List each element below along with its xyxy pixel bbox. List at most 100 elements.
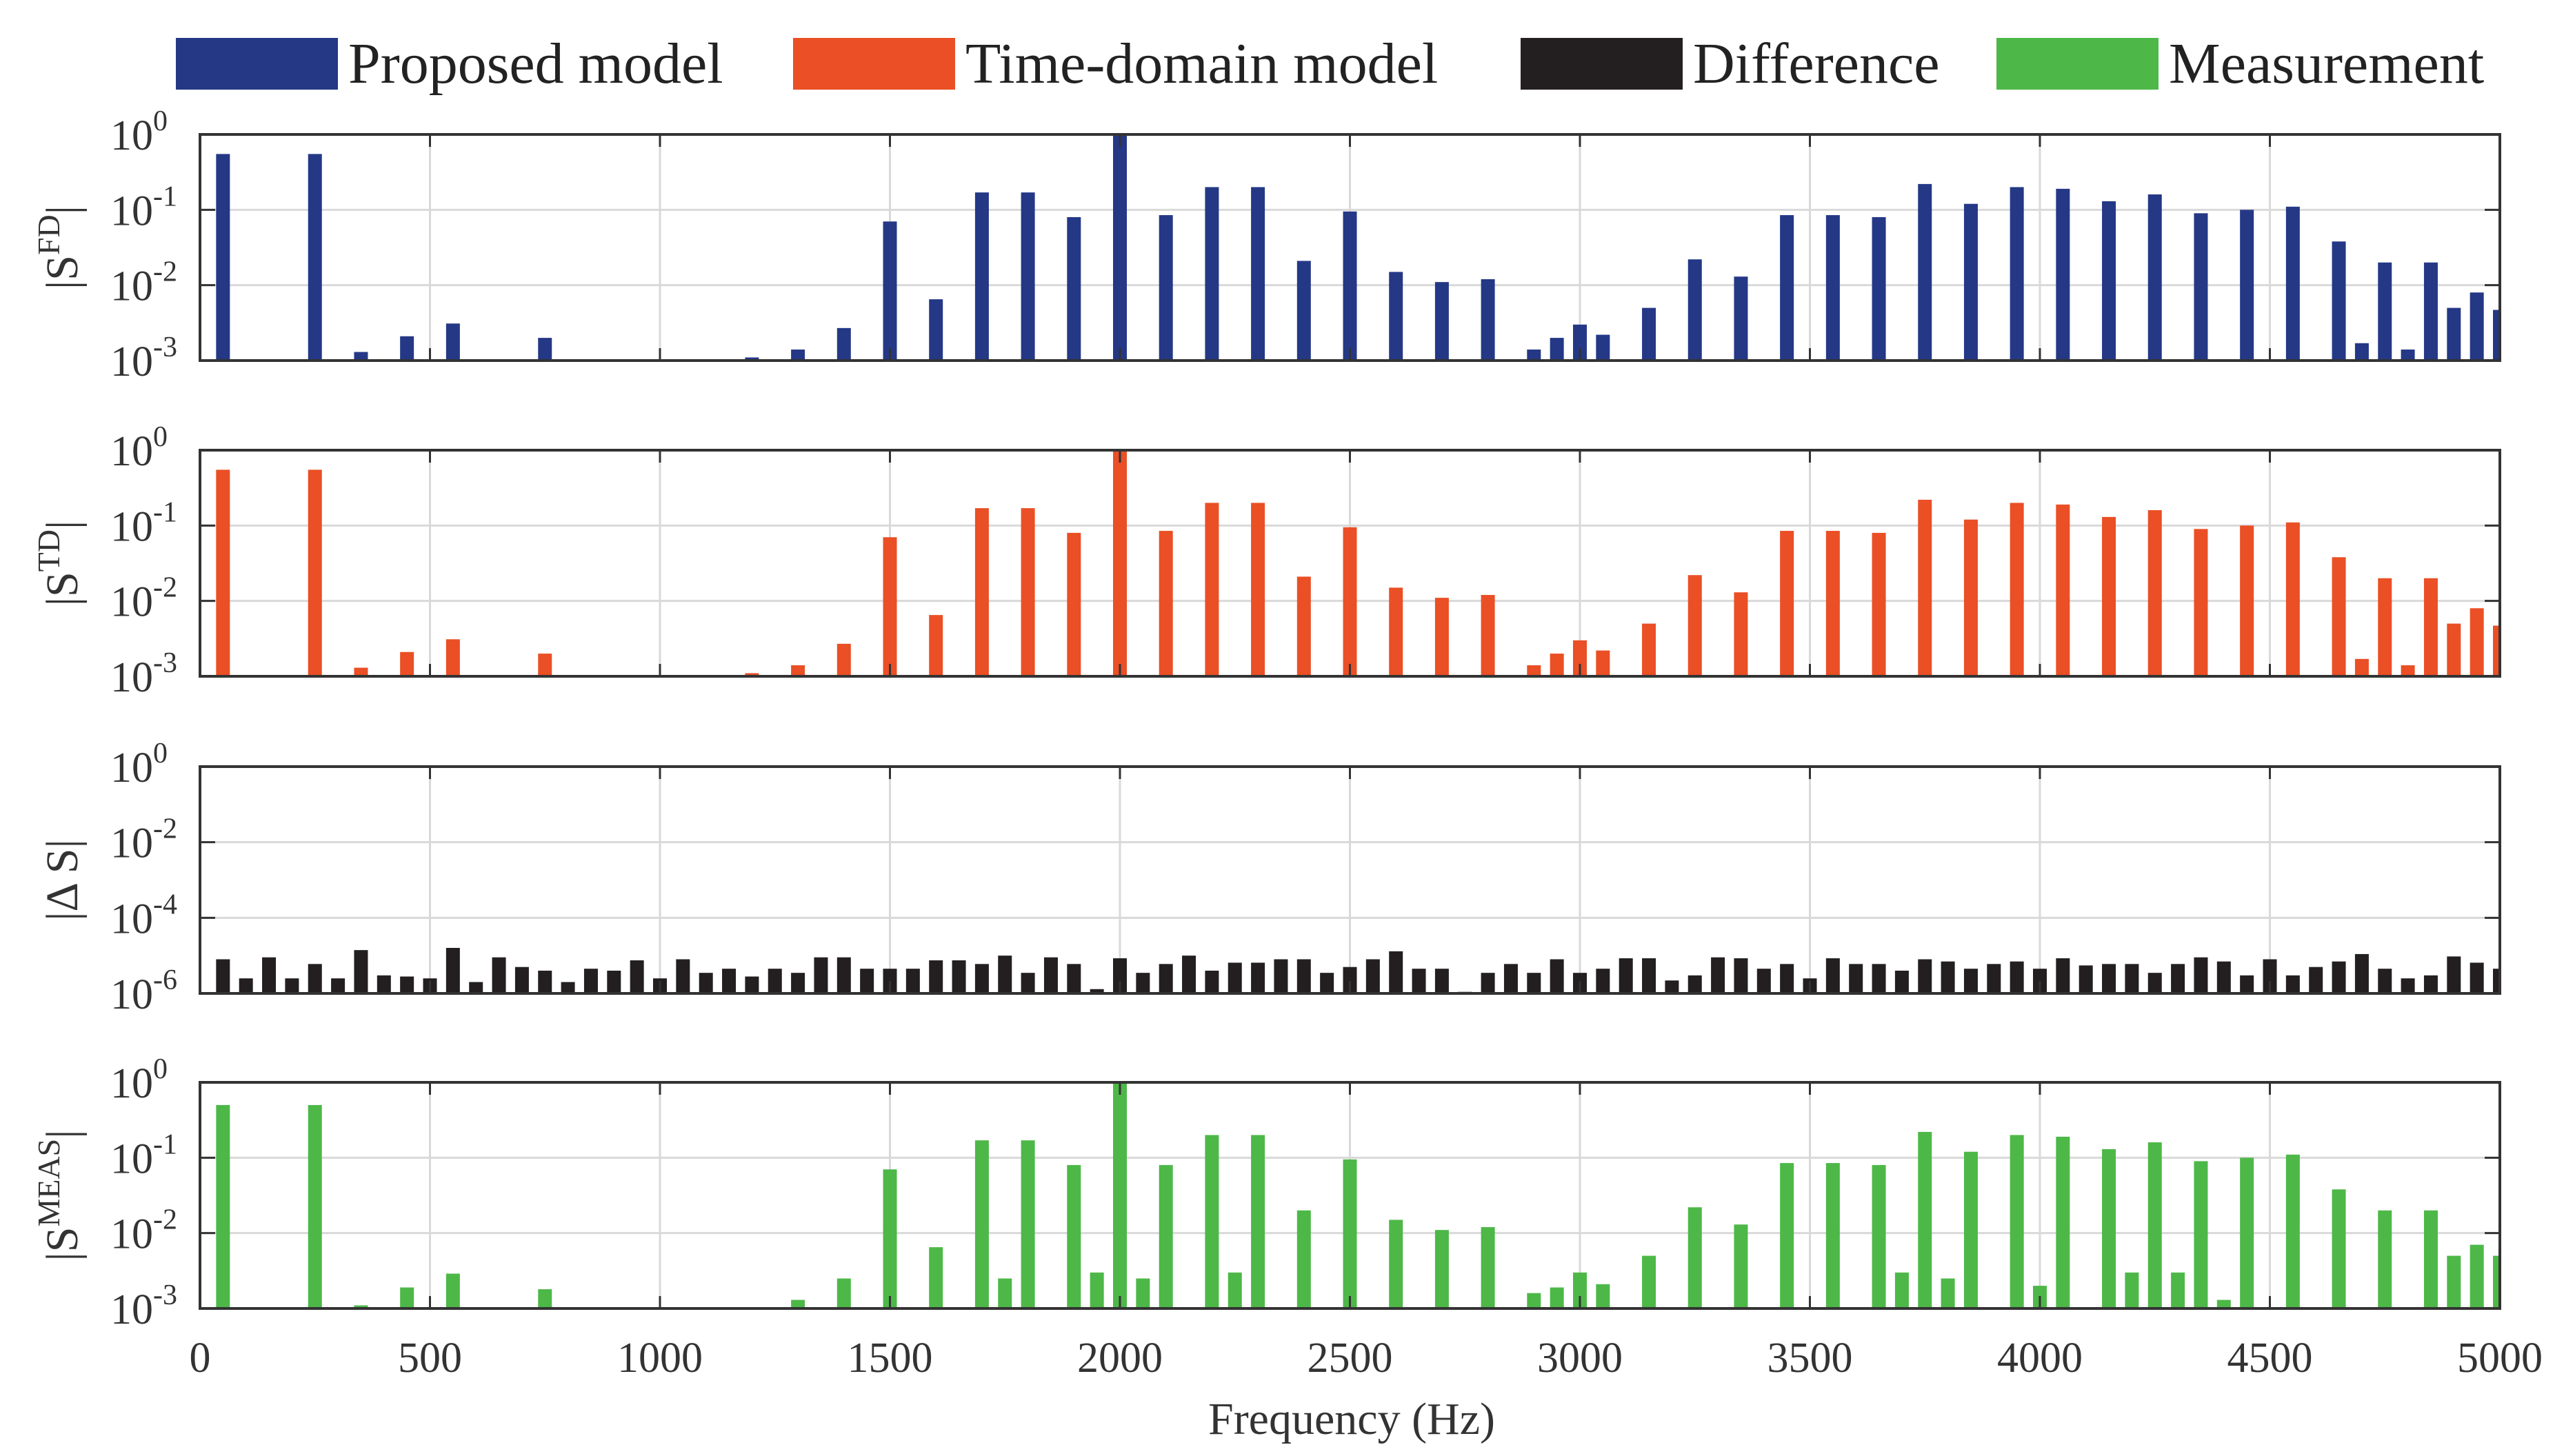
bar-1-3650 (1872, 216, 1886, 361)
bar-1-3550 (1825, 215, 1840, 361)
bar-2-4050 (2056, 504, 2070, 676)
bar-4-550 (445, 1273, 460, 1308)
bar-2-3050 (1596, 650, 1610, 676)
ytick-label-3: 10-3 (110, 332, 177, 385)
bar-4-2950 (1550, 1287, 1564, 1308)
bar-1-4350 (2194, 213, 2208, 361)
bar-1-2600 (1389, 272, 1403, 361)
bar-2-4150 (2102, 516, 2116, 676)
bar-3-5000 (2493, 969, 2500, 993)
bar-4-1500 (883, 1169, 897, 1308)
bar-3-4200 (2125, 964, 2139, 993)
bar-3-2400 (1296, 959, 1311, 993)
legend-label-0: Proposed model (348, 32, 723, 96)
ytick-label-2: 10-2 (110, 256, 177, 310)
bar-1-1500 (883, 221, 897, 361)
bar-3-2700 (1434, 969, 1449, 993)
bar-3-850 (583, 969, 598, 993)
xtick-label-9: 4500 (2227, 1335, 2313, 1382)
bar-1-4050 (2056, 188, 2070, 361)
bar-4-2200 (1205, 1135, 1219, 1308)
ytick-label-1: 10-1 (110, 496, 177, 550)
bar-3-1250 (768, 969, 782, 993)
bar-4-3800 (1941, 1278, 1955, 1308)
bar-1-3000 (1573, 324, 1587, 361)
bar-3-2950 (1550, 959, 1564, 993)
bar-3-4800 (2401, 978, 2415, 993)
bar-3-300 (331, 978, 345, 993)
legend-label-2: Difference (1693, 32, 1940, 96)
bar-4-3850 (1963, 1151, 1978, 1308)
bar-3-1400 (837, 957, 851, 993)
bar-3-3850 (1963, 969, 1978, 993)
bar-3-150 (262, 957, 277, 993)
bar-2-2000 (1113, 450, 1127, 676)
bar-4-3650 (1872, 1164, 1886, 1308)
bar-1-2000 (1113, 134, 1127, 361)
bar-2-2900 (1527, 665, 1541, 676)
bar-4-2250 (1228, 1272, 1242, 1308)
bar-4-4550 (2285, 1154, 2300, 1308)
ytick-label-1: 10-2 (110, 813, 177, 867)
bar-2-1900 (1067, 532, 1081, 676)
bar-3-250 (308, 964, 322, 993)
bar-2-1200 (745, 673, 759, 676)
bar-3-3750 (1918, 959, 1932, 993)
bar-3-4600 (2309, 967, 2323, 993)
bar-4-1900 (1067, 1164, 1081, 1308)
bar-3-550 (445, 947, 460, 993)
bar-3-4050 (2056, 958, 2070, 993)
bar-4-3250 (1687, 1207, 1702, 1308)
xtick-label-1: 500 (398, 1335, 462, 1382)
bar-1-4700 (2354, 343, 2369, 361)
bar-3-4750 (2378, 969, 2392, 993)
bar-2-2700 (1434, 598, 1449, 676)
bar-2-3250 (1687, 575, 1702, 676)
bar-2-2100 (1159, 531, 1173, 676)
bar-4-4750 (2378, 1210, 2392, 1308)
bar-3-2650 (1412, 969, 1426, 993)
bar-3-1900 (1067, 964, 1081, 993)
bar-1-4150 (2102, 201, 2116, 361)
bar-3-700 (514, 967, 529, 993)
bar-3-100 (239, 978, 253, 993)
bar-2-1700 (974, 508, 989, 676)
bar-3-2350 (1274, 959, 1288, 993)
bar-1-4900 (2447, 307, 2461, 361)
bar-2-3850 (1963, 519, 1978, 676)
bar-3-4350 (2194, 957, 2208, 993)
bar-4-50 (216, 1104, 230, 1308)
ytick-label-1: 10-1 (110, 1129, 177, 1182)
bar-2-50 (216, 469, 230, 676)
x-axis: 0 500 1000 1500 2000 2500 3000 3500 4000 4500 5000 (190, 1335, 2543, 1382)
ytick-label-3: 10-3 (110, 1280, 177, 1333)
y-axis-label-1: |SFD| (31, 205, 88, 290)
bar-2-2600 (1389, 587, 1403, 676)
bar-4-3150 (1642, 1255, 1656, 1308)
bar-1-4450 (2240, 210, 2254, 361)
bar-3-3250 (1687, 975, 1702, 993)
bar-1-4750 (2378, 262, 2392, 361)
xtick-label-0: 0 (190, 1335, 211, 1382)
bar-1-3350 (1734, 276, 1748, 361)
bar-1-3850 (1963, 203, 1978, 361)
legend: Proposed model Time-domain model Differenc… (176, 32, 2484, 96)
bar-4-4450 (2240, 1157, 2254, 1308)
bar-1-2200 (1205, 187, 1219, 361)
bar-1-4650 (2332, 241, 2346, 361)
bar-2-4350 (2194, 529, 2208, 676)
bar-3-2250 (1228, 962, 1242, 993)
bar-2-3450 (1780, 531, 1794, 676)
panel-3: 100 10-2 10-4 10-6 |Δ S| (37, 738, 2501, 1018)
bar-3-1300 (791, 973, 805, 993)
ytick-label-2: 10-4 (110, 889, 177, 942)
bar-4-3700 (1894, 1272, 1909, 1308)
bar-4-2500 (1343, 1159, 1357, 1308)
bar-3-4650 (2332, 961, 2346, 993)
bar-2-3150 (1642, 623, 1656, 676)
bar-3-3050 (1596, 969, 1610, 993)
bar-4-1400 (837, 1278, 851, 1308)
bar-3-800 (561, 982, 575, 993)
bar-3-3450 (1780, 964, 1794, 993)
bar-3-1150 (722, 969, 737, 993)
